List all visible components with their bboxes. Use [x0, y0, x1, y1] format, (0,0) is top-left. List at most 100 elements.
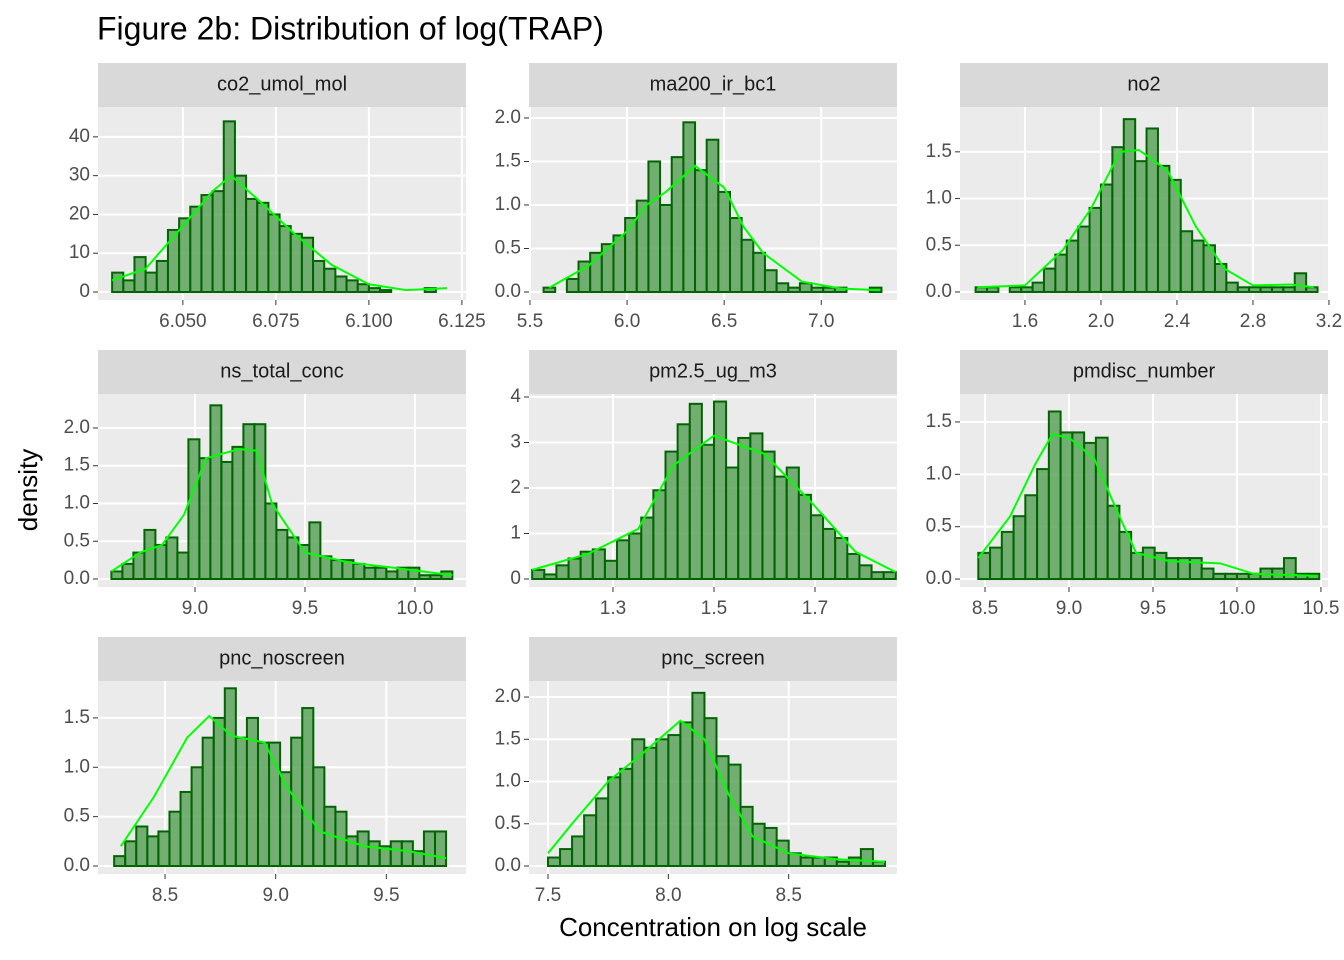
histogram-bar [676, 423, 691, 580]
y-axis-label: density [13, 449, 43, 531]
x-tick-label: 8.5 [152, 885, 178, 906]
histogram-bar [434, 830, 448, 868]
y-tick-label: 1.0 [64, 756, 90, 777]
histogram-bar [858, 564, 873, 580]
histogram-bar [773, 475, 788, 580]
histogram-bar [200, 194, 214, 294]
histogram-bar [543, 573, 558, 580]
histogram-bar [422, 830, 437, 868]
y-tick-label: 1.0 [64, 493, 90, 514]
histogram-bar [201, 736, 215, 868]
histogram-bar [1225, 281, 1239, 293]
histogram-bar [624, 217, 638, 293]
histogram-bar [124, 840, 138, 868]
histogram-bar [631, 738, 646, 867]
histogram-bar [231, 445, 245, 580]
histogram-bar [312, 766, 326, 868]
histogram-bar [223, 687, 237, 868]
x-tick-label: 7.5 [535, 885, 561, 906]
histogram-bar [559, 848, 574, 867]
strip-label: co2_umol_mol [217, 73, 347, 95]
y-tick-label: 2.0 [495, 686, 521, 707]
strip-background [529, 63, 897, 107]
histogram-bar [1083, 441, 1097, 581]
histogram-bar [264, 502, 278, 580]
histogram-bar [798, 282, 813, 293]
y-tick-label: 1.0 [926, 188, 952, 209]
histogram-bar [154, 544, 168, 580]
histogram-bar [691, 691, 706, 867]
histogram-bar [1012, 515, 1027, 581]
y-tick-label: 0.5 [495, 238, 521, 259]
density-curve [531, 434, 897, 574]
density-curve [977, 148, 1314, 289]
histogram-bar [110, 570, 124, 580]
x-tick-label: 10.0 [396, 598, 433, 619]
y-tick-label: 1.5 [495, 728, 521, 749]
y-tick-label: 0.0 [926, 568, 952, 589]
histogram-bar [1042, 267, 1057, 293]
histogram-bar [352, 562, 366, 580]
x-tick-label: 5.5 [517, 311, 543, 332]
histogram-bar [189, 205, 203, 294]
histogram-bar [547, 856, 562, 867]
histogram-bar [212, 716, 226, 868]
histogram-bar [989, 546, 1003, 581]
histogram-bar [1248, 286, 1262, 293]
histogram-bar [1065, 239, 1080, 293]
histogram-bar [1088, 206, 1102, 293]
histogram-bar [870, 571, 885, 580]
y-tick-label: 3 [510, 432, 521, 453]
histogram-bar [567, 557, 582, 580]
histogram-bar [312, 259, 326, 294]
y-tick-label: 0.0 [495, 281, 521, 302]
histogram-bar [187, 438, 201, 580]
histogram-bar [222, 120, 236, 294]
histogram-bar [155, 259, 169, 294]
histogram-bar [330, 559, 344, 580]
x-tick-label: 6.5 [711, 311, 737, 332]
histogram-bar [612, 234, 627, 293]
histogram-bar [334, 275, 348, 294]
y-tick-label: 1.5 [64, 707, 90, 728]
strip-background [98, 350, 466, 394]
histogram-bar [389, 840, 403, 868]
y-tick-label: 0.5 [64, 806, 90, 827]
histogram-bar [1106, 504, 1121, 581]
histogram-bar [267, 213, 281, 294]
histogram-bar [1282, 286, 1296, 293]
density-curve [547, 719, 886, 863]
histogram-bar [1031, 281, 1045, 293]
y-tick-label: 1.0 [926, 463, 952, 484]
histogram-bar [256, 201, 270, 294]
histogram-bar [688, 402, 703, 580]
histogram-bar [1270, 286, 1285, 293]
histogram-bar [1179, 230, 1194, 293]
histogram-bar [1111, 146, 1125, 293]
histogram-bar [165, 536, 179, 580]
histogram-bar [146, 835, 160, 868]
histogram-bar [367, 287, 382, 294]
histogram-bar [367, 840, 381, 868]
histogram-bar [655, 738, 670, 867]
histogram-bar [717, 190, 731, 293]
histogram-bar [1130, 551, 1144, 581]
histogram-bar [652, 489, 667, 580]
x-tick-label: 6.050 [159, 311, 207, 332]
histogram-bar [111, 271, 125, 294]
histogram-bar [157, 830, 171, 868]
histogram-bar [1059, 431, 1074, 581]
histogram-bar [603, 559, 619, 580]
y-tick-label: 10 [69, 242, 90, 263]
histogram-bar [176, 551, 190, 580]
y-tick-label: 0.0 [64, 855, 90, 876]
strip-background [98, 63, 466, 107]
histogram-bar [811, 856, 826, 867]
histogram-bar [233, 174, 248, 294]
histogram-bar [143, 528, 157, 580]
histogram-bar [168, 810, 182, 868]
strip-label: ns_total_conc [220, 360, 343, 382]
x-tick-label: 3.2 [1316, 311, 1342, 332]
x-tick-label: 8.5 [775, 885, 801, 906]
histogram-bar [1000, 530, 1015, 581]
